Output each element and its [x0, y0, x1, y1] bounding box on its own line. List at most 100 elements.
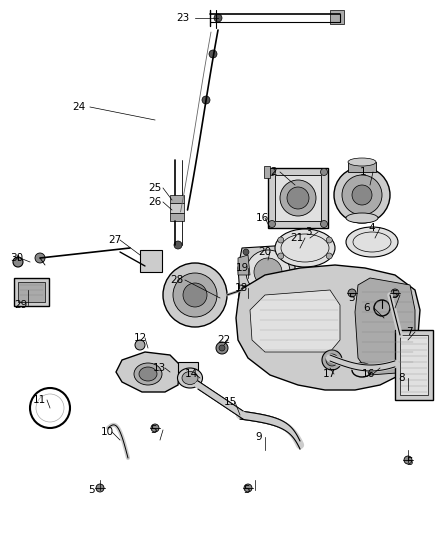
Circle shape [216, 342, 228, 354]
Polygon shape [238, 285, 258, 302]
Circle shape [246, 250, 290, 294]
Text: 22: 22 [217, 335, 230, 345]
Circle shape [243, 249, 249, 255]
Circle shape [96, 484, 104, 492]
Text: 5: 5 [348, 293, 355, 303]
Text: 14: 14 [185, 369, 198, 379]
Ellipse shape [134, 363, 162, 385]
Bar [268, 168, 328, 228]
Text: 5: 5 [88, 485, 95, 495]
Polygon shape [238, 255, 250, 275]
Text: 16: 16 [256, 213, 269, 223]
Circle shape [326, 237, 332, 243]
Text: 28: 28 [170, 275, 183, 285]
Text: 12: 12 [134, 333, 147, 343]
Circle shape [348, 289, 356, 297]
Circle shape [214, 14, 222, 22]
Text: 8: 8 [398, 373, 405, 383]
Text: 3: 3 [305, 227, 311, 237]
Text: 16: 16 [362, 369, 375, 379]
Text: 1: 1 [360, 167, 367, 177]
Ellipse shape [348, 158, 376, 166]
Circle shape [283, 249, 289, 255]
Text: 5: 5 [391, 290, 398, 300]
Circle shape [278, 237, 284, 243]
Bar [18, 282, 45, 302]
Bar [348, 162, 376, 172]
Bar [170, 213, 184, 221]
Text: 23: 23 [176, 13, 189, 23]
Text: 27: 27 [108, 235, 121, 245]
Text: 5: 5 [243, 485, 250, 495]
Polygon shape [236, 265, 420, 390]
Text: 5: 5 [406, 457, 413, 467]
Text: 6: 6 [363, 303, 370, 313]
Text: 11: 11 [33, 395, 46, 405]
Polygon shape [355, 278, 415, 375]
Circle shape [13, 257, 23, 267]
Circle shape [268, 221, 276, 228]
Circle shape [174, 241, 182, 249]
Circle shape [404, 456, 412, 464]
Circle shape [202, 96, 210, 104]
Ellipse shape [182, 372, 198, 384]
Circle shape [254, 258, 282, 286]
Circle shape [35, 253, 45, 263]
Text: 20: 20 [258, 247, 271, 257]
Bar [400, 335, 428, 395]
Bar [264, 166, 270, 178]
Bar [14, 278, 49, 306]
Ellipse shape [346, 227, 398, 257]
Circle shape [163, 263, 227, 327]
Text: 15: 15 [224, 397, 237, 407]
Ellipse shape [177, 368, 202, 388]
Bar [395, 330, 433, 400]
Text: 30: 30 [10, 253, 23, 263]
Bar [178, 362, 198, 378]
Text: 24: 24 [72, 102, 85, 112]
Circle shape [322, 350, 342, 370]
Bar [140, 250, 162, 272]
Circle shape [268, 168, 276, 175]
Text: 21: 21 [290, 233, 303, 243]
Circle shape [326, 253, 332, 259]
Text: 17: 17 [323, 369, 336, 379]
Circle shape [278, 253, 284, 259]
Text: 5: 5 [150, 425, 157, 435]
Text: 19: 19 [236, 263, 249, 273]
Circle shape [287, 187, 309, 209]
Circle shape [280, 180, 316, 216]
Circle shape [321, 221, 328, 228]
Circle shape [243, 295, 249, 301]
Bar [330, 10, 344, 24]
Ellipse shape [139, 367, 157, 381]
Circle shape [283, 295, 289, 301]
Circle shape [135, 340, 145, 350]
Polygon shape [238, 245, 295, 302]
Text: 29: 29 [14, 300, 27, 310]
Bar [170, 203, 184, 213]
Text: 2: 2 [270, 167, 277, 177]
Bar [275, 175, 321, 221]
Text: 26: 26 [148, 197, 161, 207]
Bar [170, 195, 184, 203]
Ellipse shape [346, 213, 378, 223]
Circle shape [391, 289, 399, 297]
Circle shape [183, 283, 207, 307]
Text: 9: 9 [255, 432, 261, 442]
Circle shape [342, 175, 382, 215]
Circle shape [352, 185, 372, 205]
Circle shape [151, 424, 159, 432]
Polygon shape [250, 290, 340, 352]
Ellipse shape [275, 229, 335, 267]
Text: 7: 7 [406, 327, 413, 337]
Circle shape [173, 273, 217, 317]
Circle shape [209, 50, 217, 58]
Text: 10: 10 [101, 427, 114, 437]
Circle shape [219, 345, 225, 351]
Text: 13: 13 [153, 363, 166, 373]
Circle shape [334, 167, 390, 223]
Text: 18: 18 [235, 283, 248, 293]
Text: 25: 25 [148, 183, 161, 193]
Circle shape [321, 168, 328, 175]
